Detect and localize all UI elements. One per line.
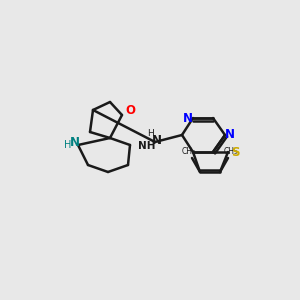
- Text: O: O: [125, 103, 135, 116]
- Text: N: N: [183, 112, 193, 124]
- Text: NH: NH: [138, 141, 156, 151]
- Text: CH₃: CH₃: [224, 148, 238, 157]
- Text: S: S: [231, 146, 239, 158]
- Text: CH₃: CH₃: [182, 148, 196, 157]
- Text: N: N: [152, 134, 162, 148]
- Text: N: N: [225, 128, 235, 142]
- Text: H: H: [148, 130, 154, 139]
- Text: N: N: [70, 136, 80, 149]
- Text: H: H: [64, 140, 72, 150]
